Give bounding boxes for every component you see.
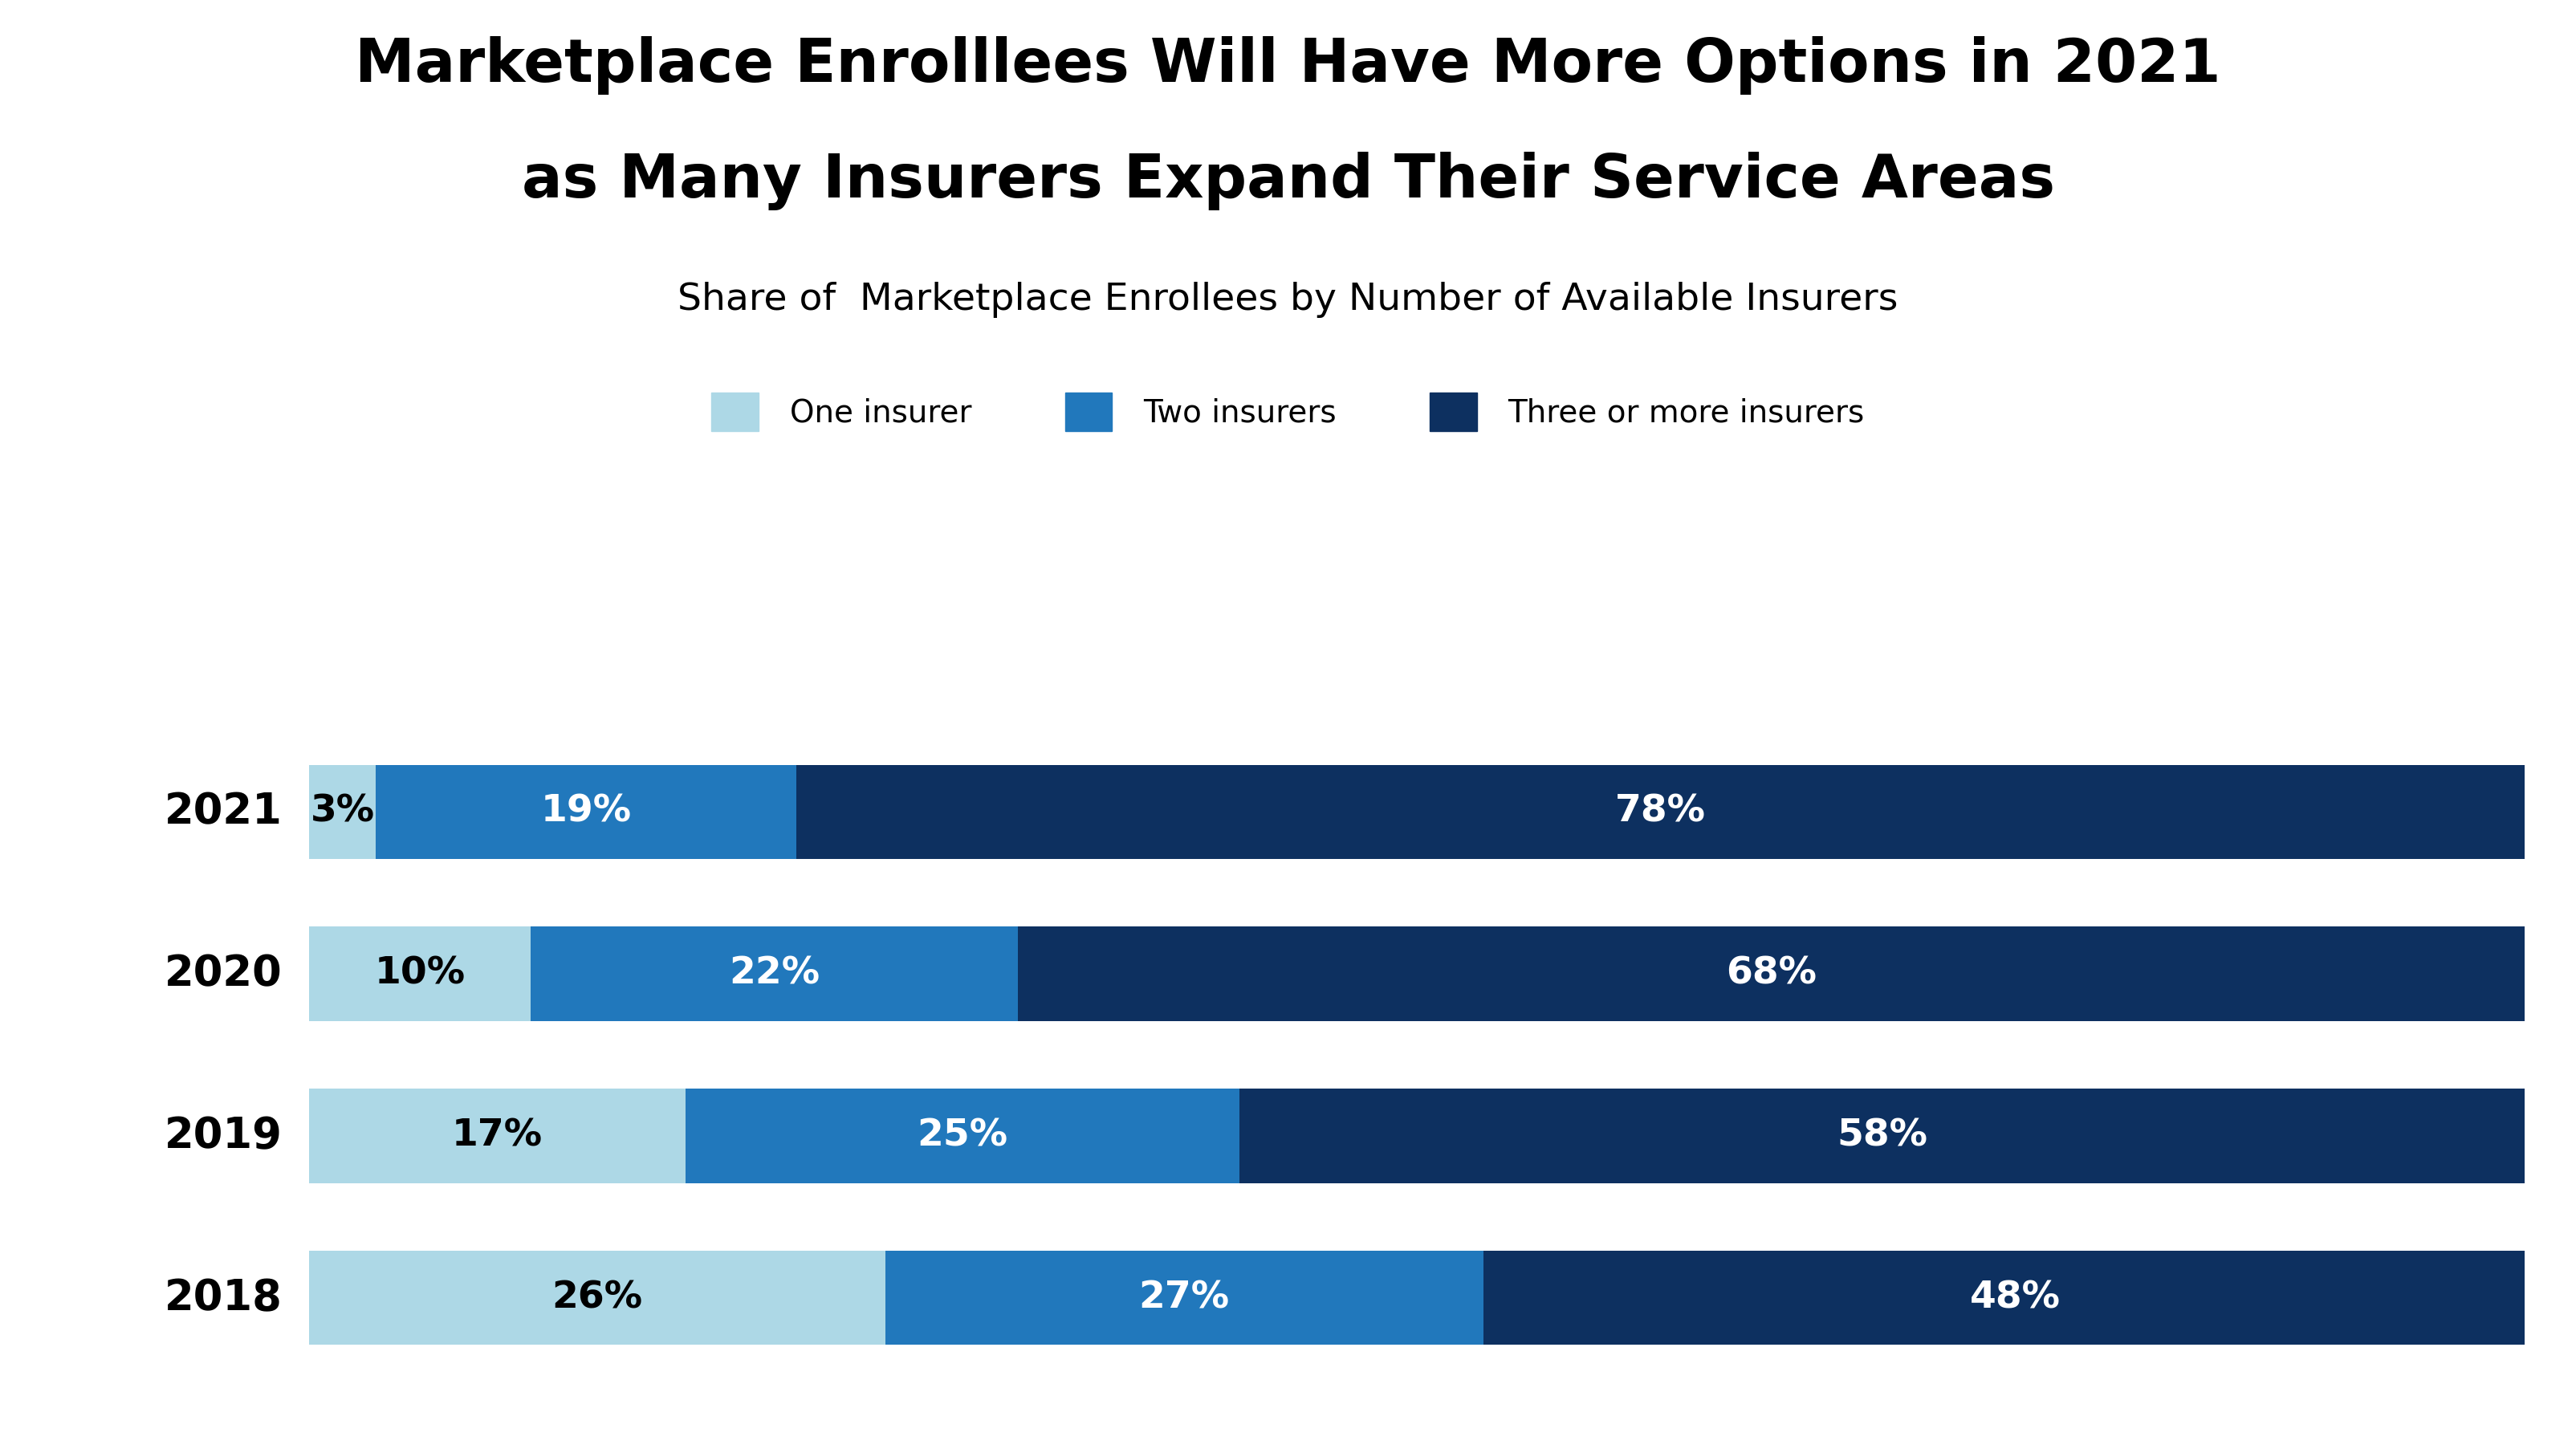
Bar: [309, 764, 376, 858]
Text: 3%: 3%: [309, 793, 374, 829]
Text: 17%: 17%: [451, 1118, 544, 1155]
Text: 2018: 2018: [165, 1277, 283, 1319]
Text: 2021: 2021: [165, 790, 283, 832]
Text: Marketplace Enrolllees Will Have More Options in 2021: Marketplace Enrolllees Will Have More Op…: [355, 36, 2221, 95]
Text: 78%: 78%: [1615, 793, 1705, 829]
Text: 68%: 68%: [1726, 955, 1816, 991]
Text: 25%: 25%: [917, 1118, 1007, 1155]
Bar: [1018, 926, 2524, 1020]
Bar: [531, 926, 1018, 1020]
Text: 48%: 48%: [1971, 1280, 2061, 1316]
Text: 19%: 19%: [541, 793, 631, 829]
Bar: [886, 1251, 1484, 1345]
Bar: [376, 764, 796, 858]
Bar: [1239, 1090, 2524, 1183]
Text: 26%: 26%: [551, 1280, 641, 1316]
Text: 10%: 10%: [374, 955, 466, 991]
Text: 58%: 58%: [1837, 1118, 1927, 1155]
Text: 2020: 2020: [165, 952, 283, 994]
Bar: [309, 1251, 886, 1345]
Text: 27%: 27%: [1139, 1280, 1229, 1316]
Bar: [309, 1090, 685, 1183]
Bar: [796, 764, 2524, 858]
Bar: [309, 926, 531, 1020]
Text: 2019: 2019: [165, 1116, 283, 1157]
Bar: [1484, 1251, 2548, 1345]
Legend: One insurer, Two insurers, Three or more insurers: One insurer, Two insurers, Three or more…: [698, 380, 1878, 444]
Bar: [685, 1090, 1239, 1183]
Text: 22%: 22%: [729, 955, 819, 991]
Text: Share of  Marketplace Enrollees by Number of Available Insurers: Share of Marketplace Enrollees by Number…: [677, 282, 1899, 318]
Text: as Many Insurers Expand Their Service Areas: as Many Insurers Expand Their Service Ar…: [520, 152, 2056, 211]
